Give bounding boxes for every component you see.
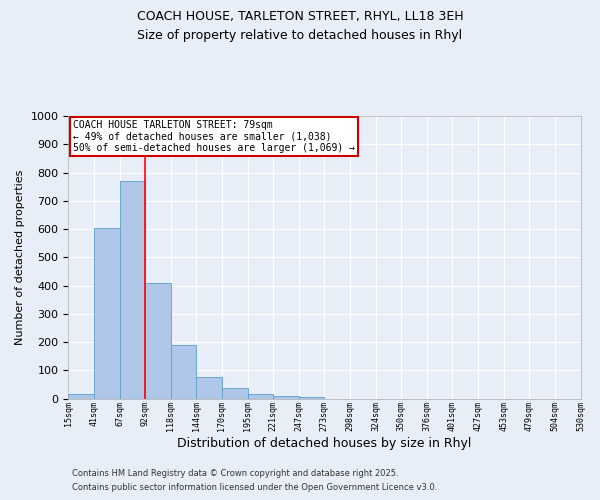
Bar — [171, 345, 196, 399]
Text: COACH HOUSE TARLETON STREET: 79sqm
← 49% of detached houses are smaller (1,038)
: COACH HOUSE TARLETON STREET: 79sqm ← 49%… — [73, 120, 355, 154]
Bar — [68, 394, 94, 398]
Bar — [248, 394, 273, 398]
Bar — [119, 181, 145, 398]
Text: Contains public sector information licensed under the Open Government Licence v3: Contains public sector information licen… — [72, 484, 437, 492]
Bar — [222, 388, 248, 398]
Bar — [273, 396, 299, 398]
Y-axis label: Number of detached properties: Number of detached properties — [15, 170, 25, 345]
Text: COACH HOUSE, TARLETON STREET, RHYL, LL18 3EH
Size of property relative to detach: COACH HOUSE, TARLETON STREET, RHYL, LL18… — [137, 10, 463, 42]
Bar — [145, 283, 171, 399]
Text: Contains HM Land Registry data © Crown copyright and database right 2025.: Contains HM Land Registry data © Crown c… — [72, 468, 398, 477]
Bar — [94, 228, 119, 398]
Bar — [196, 376, 222, 398]
X-axis label: Distribution of detached houses by size in Rhyl: Distribution of detached houses by size … — [177, 437, 472, 450]
